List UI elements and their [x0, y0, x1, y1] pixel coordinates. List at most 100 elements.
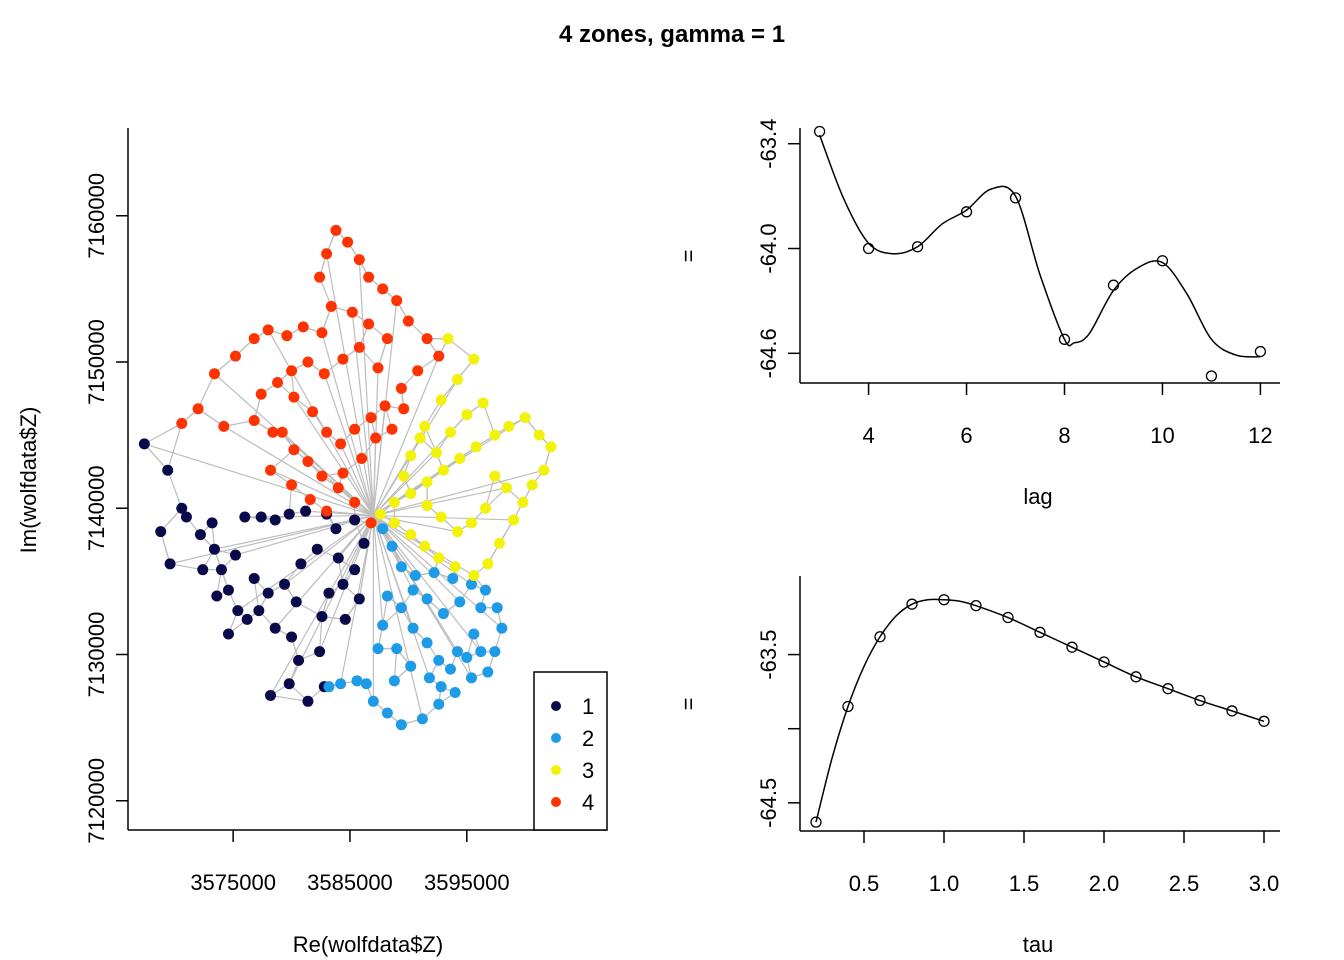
map-point-zone-4: [386, 423, 398, 435]
map-point-zone-3: [374, 508, 386, 520]
map-point-zone-3: [388, 496, 400, 508]
map-point-zone-3: [442, 333, 454, 345]
map-point-zone-1: [232, 605, 244, 617]
map-point-zone-4: [381, 333, 393, 345]
map-edge: [372, 355, 440, 516]
map-point-zone-4: [395, 382, 407, 394]
map-point-zone-2: [377, 619, 389, 631]
map-edge: [372, 515, 423, 719]
map-point-zone-4: [318, 368, 330, 380]
map-edge: [143, 443, 169, 471]
map-point-zone-4: [255, 388, 267, 400]
map-point-zone-4: [321, 505, 333, 517]
legend-marker-4: [551, 797, 561, 807]
map-point-zone-2: [421, 637, 433, 649]
tau-point: [874, 631, 886, 643]
map-point-zone-4: [248, 333, 260, 345]
map-point-zone-3: [414, 432, 426, 444]
map-point-zone-4: [330, 224, 342, 236]
map-point-zone-4: [349, 423, 361, 435]
map-point-zone-4: [332, 482, 344, 494]
map-point-zone-3: [435, 394, 447, 406]
map-point-zone-2: [351, 675, 363, 687]
map-point-zone-1: [353, 593, 365, 605]
map-edge: [372, 515, 430, 679]
map-point-zone-2: [454, 596, 466, 608]
map-edge: [340, 443, 374, 516]
map-point-zone-1: [283, 678, 295, 690]
map-point-zone-2: [323, 681, 335, 693]
lag-point: [862, 242, 875, 255]
map-point-zone-1: [215, 564, 227, 576]
map-point-zone-4: [176, 417, 188, 429]
map-point-zone-3: [508, 514, 520, 526]
map-point-zone-3: [494, 537, 506, 549]
map-edge: [197, 373, 215, 410]
lag-y-tick-label: -64.0: [756, 223, 781, 273]
map-y-tick-label: 7130000: [84, 612, 109, 698]
map-point-zone-2: [489, 646, 501, 658]
map-point-zone-2: [416, 713, 428, 725]
map-x-tick-label: 3595000: [424, 870, 510, 895]
map-point-zone-3: [430, 447, 442, 459]
tau-panel: 0.5 1.0 1.5 2.0 2.5 3.0 -63.5 -64.5 tau =: [676, 576, 1280, 957]
tau-point: [1002, 611, 1014, 624]
map-point-zone-4: [337, 353, 349, 365]
tau-axes: 0.5 1.0 1.5 2.0 2.5 3.0 -63.5 -64.5: [756, 576, 1280, 896]
map-point-zone-4: [363, 271, 375, 283]
legend-label-4: 4: [582, 790, 594, 815]
map-point-zone-1: [286, 631, 298, 643]
map-point-zone-2: [444, 663, 456, 675]
map-point-zone-4: [262, 324, 274, 336]
map-point-zone-4: [325, 300, 337, 312]
lag-x-tick-label: 10: [1150, 423, 1174, 448]
map-point-zone-2: [475, 602, 487, 614]
tau-x-tick-label: 3.0: [1249, 871, 1280, 896]
map-point-zone-4: [276, 426, 288, 438]
legend-label-3: 3: [582, 758, 594, 783]
map-point-zone-4: [370, 432, 382, 444]
tau-xlabel: tau: [1023, 932, 1054, 957]
tau-point: [810, 816, 822, 828]
map-point-zone-1: [206, 517, 218, 529]
tau-x-tick-label: 2.0: [1089, 871, 1120, 896]
tau-point: [1258, 715, 1270, 727]
map-point-zone-2: [391, 643, 403, 655]
lag-y-tick-label: -64.6: [756, 328, 781, 378]
map-point-zone-2: [465, 578, 477, 590]
lag-point: [1058, 333, 1071, 345]
map-y-tick-label: 7140000: [84, 465, 109, 551]
map-point-zone-2: [451, 646, 463, 658]
map-point-zone-3: [398, 470, 410, 482]
map-point-zone-4: [314, 271, 326, 283]
map-point-zone-4: [365, 517, 377, 529]
map-point-zone-3: [489, 429, 501, 441]
lag-point: [1009, 192, 1022, 204]
map-point-zone-2: [407, 584, 419, 596]
map-edge: [484, 475, 496, 509]
map-point-zone-1: [255, 511, 267, 523]
map-point-zone-4: [307, 406, 319, 418]
map-edge: [144, 422, 183, 445]
map-point-zone-4: [321, 426, 333, 438]
lag-point: [1205, 370, 1218, 382]
map-point-zone-1: [162, 464, 174, 476]
lag-y-tick-label: -63.4: [756, 119, 781, 169]
map-point-zone-4: [337, 467, 349, 479]
map-point-zone-3: [519, 412, 531, 424]
map-point-zone-1: [295, 558, 307, 570]
map-point-zone-3: [405, 450, 417, 462]
lag-points: [813, 125, 1267, 382]
map-point-zone-1: [253, 605, 265, 617]
map-point-zone-4: [356, 453, 368, 465]
map-point-zone-2: [428, 567, 440, 579]
legend-marker-3: [551, 765, 561, 775]
map-point-zone-3: [533, 429, 545, 441]
tau-x-tick-label: 1.5: [1009, 871, 1040, 896]
map-edge: [482, 402, 496, 436]
lag-point: [813, 125, 826, 138]
map-point-zone-1: [283, 508, 295, 520]
map-point-zone-2: [381, 590, 393, 602]
map-point-zone-4: [349, 496, 361, 508]
